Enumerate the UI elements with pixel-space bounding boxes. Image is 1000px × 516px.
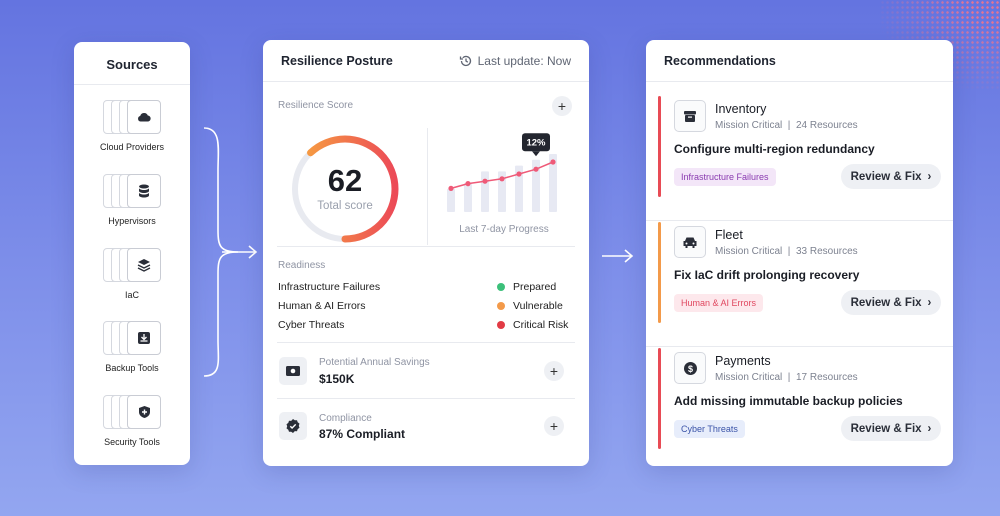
tray-download-icon <box>127 321 161 355</box>
savings-label: Potential Annual Savings <box>319 357 430 368</box>
arrow-to-recommendations <box>602 249 634 263</box>
resilience-title: Resilience Posture <box>281 53 393 68</box>
cloud-icon <box>127 100 161 134</box>
progress-bar <box>498 171 506 212</box>
status-dot <box>497 321 505 329</box>
resource-meta: Mission Critical | 24 Resources <box>715 120 858 131</box>
progress-point <box>465 181 471 187</box>
last-update: Last update: Now <box>459 54 571 68</box>
savings-value: $150K <box>319 372 355 386</box>
inventory-box-icon <box>674 100 706 132</box>
recommendation-title: Configure multi-region redundancy <box>674 142 875 156</box>
category-tag: Cyber Threats <box>674 420 745 438</box>
legend-critical: Critical Risk <box>497 319 568 331</box>
review-fix-button[interactable]: Review & Fix › <box>841 416 941 441</box>
resource-name: Inventory <box>715 102 767 116</box>
shield-plus-icon <box>127 395 161 429</box>
svg-text:$: $ <box>687 364 692 374</box>
recommendation-card: Inventory Mission Critical | 24 Resource… <box>646 96 953 222</box>
score-value: 62 <box>327 163 363 198</box>
source-label: Backup Tools <box>105 363 159 373</box>
source-hypervisors[interactable]: Hypervisors <box>74 174 190 226</box>
expand-compliance-button[interactable]: + <box>544 416 564 436</box>
progress-bar <box>549 154 557 212</box>
source-backup-tools[interactable]: Backup Tools <box>74 321 190 373</box>
chevron-right-icon: › <box>927 422 932 435</box>
source-label: Security Tools <box>104 437 160 447</box>
legend-prepared: Prepared <box>497 281 556 293</box>
add-score-button[interactable]: + <box>552 96 572 116</box>
chevron-right-icon: › <box>927 296 932 309</box>
source-label: Hypervisors <box>108 216 156 226</box>
recommendation-title: Add missing immutable backup policies <box>674 394 903 408</box>
source-label: Cloud Providers <box>99 142 165 152</box>
score-sublabel: Total score <box>317 200 373 212</box>
progress-point <box>533 166 539 172</box>
readiness-label: Readiness <box>278 260 326 271</box>
dollar-icon: $ <box>674 352 706 384</box>
recommendations-title: Recommendations <box>646 40 953 82</box>
sources-panel: Sources Cloud Providers Hypervisors IaC <box>74 42 190 465</box>
layers-icon <box>127 248 161 282</box>
money-icon <box>279 357 307 385</box>
recommendation-card: Fleet Mission Critical | 33 Resources Fi… <box>646 222 953 348</box>
history-icon <box>459 55 471 66</box>
resilience-posture-panel: Resilience Posture Last update: Now Resi… <box>263 40 589 466</box>
arrow-to-resilience <box>222 245 258 259</box>
source-iac[interactable]: IaC <box>74 248 190 300</box>
recommendation-title: Fix IaC drift prolonging recovery <box>674 268 860 282</box>
resource-meta: Mission Critical | 33 Resources <box>715 246 858 257</box>
status-dot <box>497 302 505 310</box>
progress-badge: 12% <box>522 133 550 157</box>
category-tag: Human & AI Errors <box>674 294 764 312</box>
progress-point <box>550 159 556 165</box>
review-fix-button[interactable]: Review & Fix › <box>841 290 941 315</box>
progress-point <box>448 185 454 191</box>
category-tag: Infrastructure Failures <box>674 168 776 186</box>
progress-point <box>516 171 522 177</box>
readiness-item: Cyber Threats <box>278 319 345 331</box>
car-icon <box>674 226 706 258</box>
progress-bar <box>447 188 455 212</box>
resilience-score-label: Resilience Score <box>278 100 354 111</box>
progress-label: Last 7-day Progress <box>459 224 549 235</box>
progress-bar <box>515 165 523 212</box>
verified-badge-icon <box>279 412 307 440</box>
recommendations-panel: Recommendations Inventory Mission Critic… <box>646 40 953 466</box>
progress-badge-label: 12% <box>526 138 546 149</box>
source-label: IaC <box>124 290 139 300</box>
resource-name: Fleet <box>715 228 743 242</box>
progress-bar <box>532 159 540 212</box>
resource-name: Payments <box>715 354 771 368</box>
recommendation-card: $ Payments Mission Critical | 17 Resourc… <box>646 348 953 466</box>
sources-title: Sources <box>74 42 190 85</box>
progress-point <box>482 178 488 184</box>
progress-bar <box>481 171 489 212</box>
status-dot <box>497 283 505 291</box>
severity-bar <box>658 222 661 323</box>
compliance-value: 87% Compliant <box>319 427 406 441</box>
compliance-label: Compliance <box>319 413 372 424</box>
progress-chart: 12% <box>447 133 557 212</box>
severity-bar <box>658 348 661 449</box>
source-cloud-providers[interactable]: Cloud Providers <box>74 100 190 152</box>
review-fix-button[interactable]: Review & Fix › <box>841 164 941 189</box>
readiness-item: Infrastructure Failures <box>278 281 381 293</box>
progress-point <box>499 176 505 182</box>
chevron-right-icon: › <box>927 170 932 183</box>
source-security-tools[interactable]: Security Tools <box>74 395 190 447</box>
readiness-item: Human & AI Errors <box>278 300 366 312</box>
score-gauge: 62 Total score <box>289 133 401 245</box>
severity-bar <box>658 96 661 197</box>
expand-savings-button[interactable]: + <box>544 361 564 381</box>
database-icon <box>127 174 161 208</box>
legend-vulnerable: Vulnerable <box>497 300 563 312</box>
progress-bar <box>464 183 472 212</box>
resource-meta: Mission Critical | 17 Resources <box>715 372 858 383</box>
